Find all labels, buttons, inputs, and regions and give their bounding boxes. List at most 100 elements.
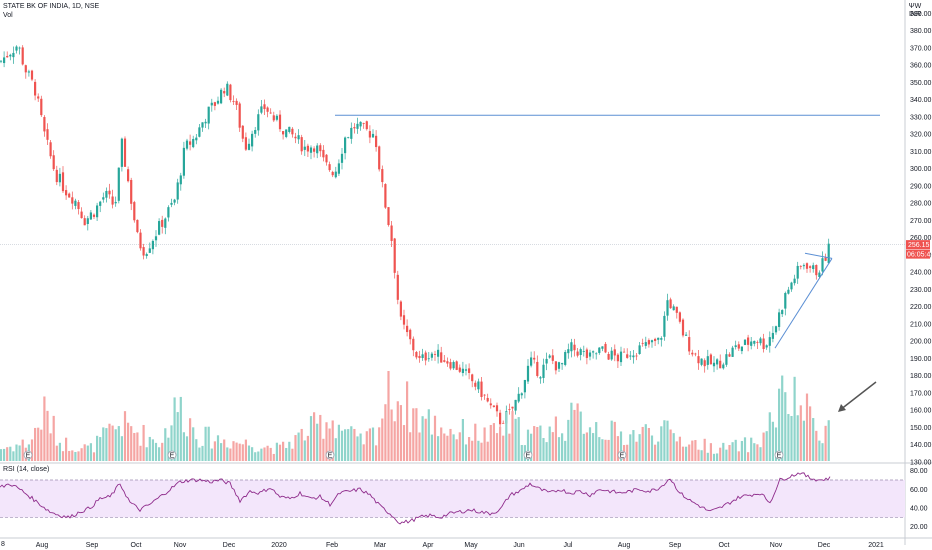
volume-bar [89, 443, 92, 461]
candle-body [511, 406, 514, 409]
volume-bar [700, 450, 703, 461]
candle-body [6, 55, 9, 58]
volume-bar [471, 440, 474, 461]
trendline-resistance [804, 252, 833, 259]
candle-body [402, 315, 406, 325]
volume-bar [198, 447, 201, 461]
volume-bar [111, 425, 114, 461]
candle-body [427, 358, 430, 360]
candle-body [734, 345, 737, 348]
volume-bar [105, 428, 108, 461]
candle-body [309, 147, 313, 153]
volume-bar [567, 419, 570, 461]
volume-bar [821, 443, 824, 461]
volume-bar [759, 447, 762, 461]
y-tick-label: 230.00 [910, 287, 932, 294]
y-tick-label: 370.00 [910, 45, 932, 52]
x-tick-label: Apr [423, 542, 435, 549]
candle-body [340, 153, 344, 163]
candle-body [508, 409, 511, 411]
candle-body [440, 352, 443, 363]
volume-bar [796, 415, 799, 461]
volume-bar [58, 442, 61, 461]
candle-body [526, 365, 530, 382]
candle-body [362, 123, 365, 124]
candle-body [468, 368, 471, 373]
candle-body [598, 347, 601, 353]
volume-bar [49, 433, 52, 461]
volume-bar [170, 425, 173, 461]
candle-body [9, 54, 12, 57]
candle-body [291, 128, 294, 135]
volume-bar [604, 439, 607, 461]
y-tick-label: 160.00 [910, 408, 932, 415]
candle-body [294, 136, 297, 139]
volume-bar [406, 381, 409, 461]
earnings-marker-label: E [526, 453, 531, 460]
candle-body [437, 349, 440, 357]
volume-bar [415, 408, 418, 461]
candle-body [632, 355, 635, 358]
trendline-support [774, 258, 833, 349]
y-tick-label: 200.00 [910, 339, 932, 346]
candle-body [263, 104, 266, 110]
candle-body [387, 207, 390, 226]
earnings-marker [617, 450, 627, 460]
volume-bar [313, 412, 316, 461]
candle-body [108, 190, 111, 195]
volume-bar [455, 439, 458, 461]
volume-bar [561, 433, 564, 461]
volume-bar [784, 392, 787, 461]
volume-bar [378, 427, 381, 461]
candle-body [579, 349, 582, 356]
candle-body [173, 199, 176, 203]
volume-bar [669, 429, 672, 461]
volume-bar [520, 445, 523, 461]
candle-body [492, 405, 495, 407]
volume-bar [595, 422, 598, 461]
candle-body [0, 60, 3, 62]
candle-body [207, 106, 210, 124]
candle-body [477, 381, 480, 390]
volume-bar [787, 414, 790, 461]
x-tick-label: Aug [618, 542, 631, 549]
volume-bar [154, 442, 158, 461]
volume-bar [368, 428, 371, 461]
y-tick-label: 360.00 [910, 63, 932, 70]
chart-title[interactable]: STATE BK OF INDIA, 1D, NSE [3, 3, 100, 10]
candle-body [483, 394, 486, 396]
candle-body [182, 147, 185, 176]
volume-bar [362, 444, 365, 461]
volume-bar [266, 445, 269, 461]
volume-bar [505, 411, 508, 461]
candle-body [635, 355, 638, 357]
earnings-marker [774, 450, 784, 460]
y-tick-label: 220.00 [910, 304, 932, 311]
candle-body [706, 356, 709, 365]
volume-bar [192, 427, 195, 461]
candle-body [514, 399, 517, 411]
volume-bar [592, 433, 595, 461]
candle-body [96, 205, 99, 218]
candle-body [117, 167, 120, 201]
volume-bar [92, 452, 96, 461]
candle-body [257, 114, 260, 131]
volume-bar [768, 412, 771, 461]
volume-bar [294, 435, 297, 461]
volume-bar [809, 406, 812, 461]
volume-bar [588, 427, 592, 461]
candle-body [576, 351, 579, 356]
candle-body [421, 354, 424, 358]
volume-bar [176, 412, 179, 461]
candle-body [719, 360, 722, 369]
candle-body [743, 339, 747, 345]
candle-body [390, 225, 393, 241]
candle-body [399, 301, 402, 317]
volume-bar [706, 452, 709, 461]
rsi-label[interactable]: RSI (14, close) [3, 466, 50, 473]
x-tick-label: Oct [719, 542, 730, 549]
volume-bar [557, 437, 561, 461]
rsi-tick-label: 80.00 [910, 468, 928, 475]
volume-bar [306, 435, 309, 461]
